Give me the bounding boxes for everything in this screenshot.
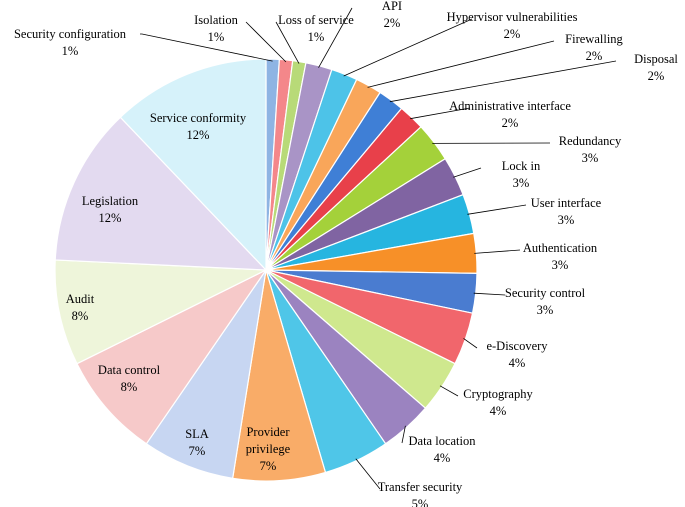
label-transfer-security: Transfer security 5%	[378, 480, 463, 507]
leader-e-discovery	[463, 338, 478, 349]
leader-user-interface	[467, 204, 527, 215]
leader-authentication	[474, 249, 521, 254]
pie-slices	[54, 58, 478, 482]
slice-labels: Security configuration 1% Isolation 1% Loss …	[14, 0, 678, 507]
slice-data-control	[76, 268, 268, 445]
leader-firewalling	[367, 40, 555, 88]
leader-security-control	[473, 292, 506, 296]
label-api: API 2%	[382, 0, 402, 30]
leader-disposal	[389, 60, 617, 103]
label-audit: Audit 8%	[66, 292, 95, 323]
leader-loss-of-service	[275, 21, 300, 64]
leader-security-configuration	[140, 33, 273, 62]
leader-api	[318, 7, 353, 68]
label-administrative-interface: Administrative interface 2%	[449, 99, 571, 130]
label-firewalling: Firewalling 2%	[565, 32, 623, 63]
leader-data-location	[401, 425, 406, 444]
label-hypervisor-vulnerabilities: Hypervisor vulnerabilities 2%	[447, 10, 578, 41]
leader-cryptography	[439, 385, 459, 397]
label-user-interface: User interface 3%	[531, 196, 602, 227]
label-security-control: Security control 3%	[505, 286, 586, 317]
label-legislation: Legislation 12%	[82, 194, 139, 225]
label-loss-of-service: Loss of service 1%	[278, 13, 354, 44]
label-data-control: Data control 8%	[98, 363, 161, 394]
slice-service-conformity	[119, 58, 267, 272]
label-isolation: Isolation 1%	[194, 13, 238, 44]
slice-legislation	[54, 116, 268, 271]
leader-transfer-security	[355, 458, 381, 490]
label-lock-in: Lock in 3%	[502, 159, 541, 190]
label-cryptography: Cryptography 4%	[463, 387, 533, 418]
leader-isolation	[245, 21, 287, 63]
slice-audit	[54, 259, 269, 365]
label-redundancy: Redundancy 3%	[559, 134, 622, 165]
label-authentication: Authentication 3%	[523, 241, 598, 272]
label-e-discovery: e-Discovery 4%	[486, 339, 548, 370]
label-data-location: Data location 4%	[409, 434, 477, 465]
leader-hypervisor-vulnerabilities	[343, 18, 473, 77]
leader-administrative-interface	[410, 107, 471, 120]
label-disposal: Disposal 2%	[634, 52, 678, 83]
leader-lock-in	[453, 167, 482, 178]
label-sla: SLA 7%	[185, 427, 209, 458]
label-provider-privilege: Provider privilege 7%	[246, 425, 291, 473]
label-service-conformity: Service conformity 12%	[150, 111, 247, 142]
label-security-configuration: Security configuration 1%	[14, 27, 127, 58]
leader-lines	[140, 7, 617, 490]
